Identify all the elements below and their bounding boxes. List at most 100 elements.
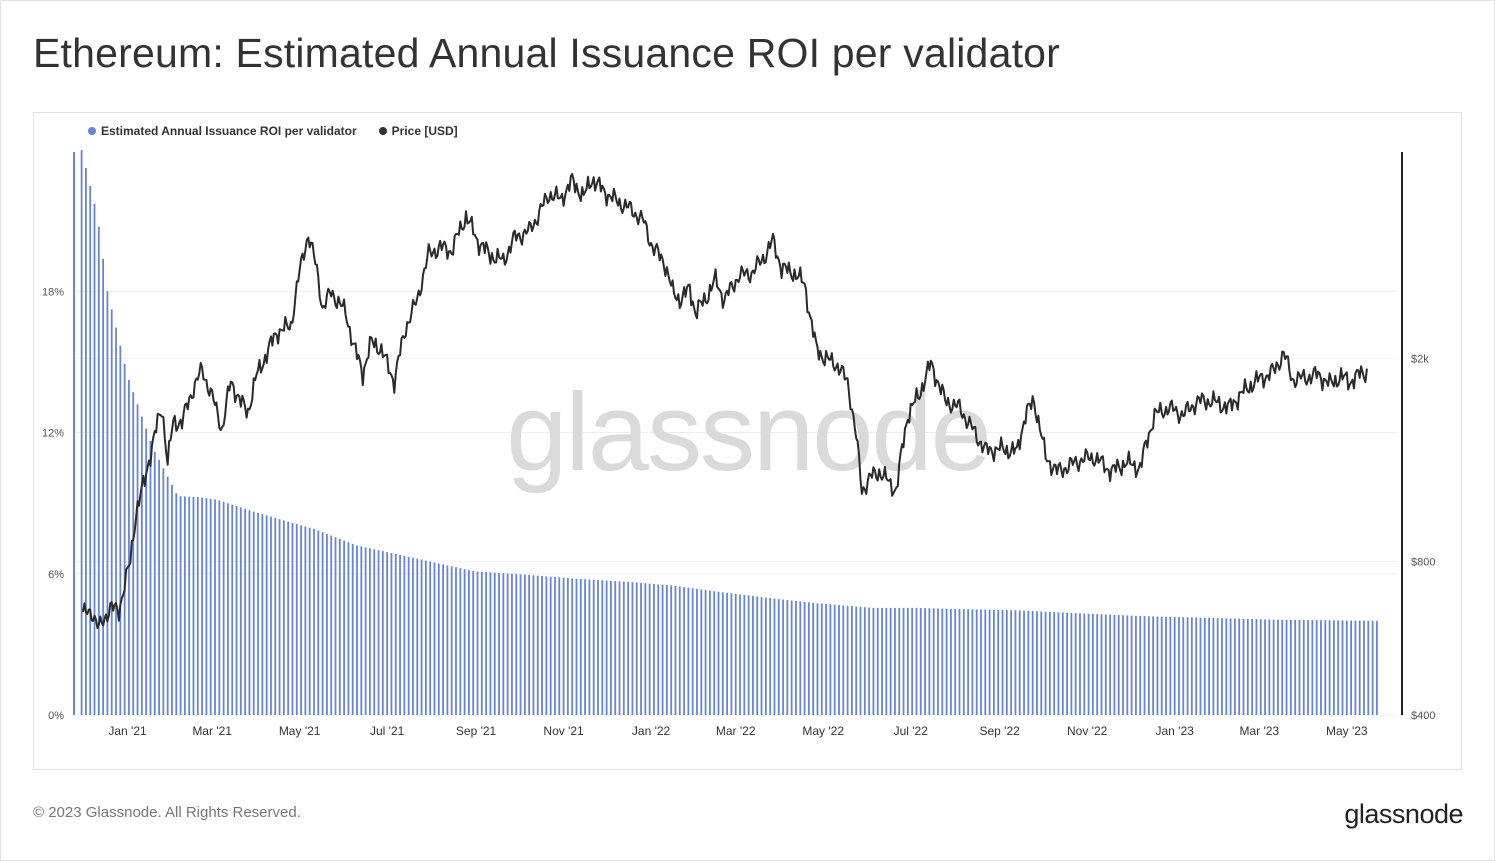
roi-bar <box>911 607 914 715</box>
roi-bar <box>1272 619 1275 715</box>
roi-bar <box>958 609 961 715</box>
roi-bar <box>1341 620 1344 715</box>
roi-bar <box>734 593 737 715</box>
roi-bar <box>171 484 173 715</box>
roi-bar <box>661 584 664 715</box>
roi-bar <box>842 605 845 715</box>
roi-bar <box>1087 613 1090 715</box>
roi-bar <box>820 603 823 715</box>
legend-item-price[interactable]: Price [USD] <box>378 124 458 138</box>
roi-bar <box>1018 610 1021 715</box>
roi-bar <box>782 599 784 715</box>
roi-bar <box>334 537 337 715</box>
roi-bar <box>1156 616 1159 715</box>
roi-bar <box>549 576 552 715</box>
roi-bar <box>412 557 414 715</box>
roi-bar <box>988 609 991 715</box>
roi-bar <box>1255 619 1258 715</box>
roi-bar <box>188 496 191 715</box>
roi-bar <box>739 594 741 715</box>
roi-bar <box>683 587 685 715</box>
x-tick-label: Nov '22 <box>1067 724 1108 738</box>
roi-bar <box>1376 620 1378 715</box>
roi-bar <box>885 607 888 715</box>
roi-bar <box>1268 619 1271 715</box>
roi-bar <box>278 519 281 715</box>
roi-bar <box>468 570 470 715</box>
roi-bar <box>1302 619 1305 715</box>
y-right-tick-label: $2k <box>1411 353 1429 365</box>
roi-bar <box>726 592 729 715</box>
roi-bar <box>571 578 574 715</box>
roi-bar <box>670 585 673 715</box>
roi-bar <box>764 597 767 715</box>
x-tick-label: May '23 <box>1326 724 1368 738</box>
roi-bar <box>777 599 780 715</box>
roi-bar <box>584 579 586 715</box>
roi-bar <box>708 590 711 715</box>
roi-bar <box>110 309 113 715</box>
roi-bar <box>906 607 909 715</box>
x-tick-label: Mar '22 <box>716 724 756 738</box>
roi-bar <box>472 571 475 715</box>
roi-bar <box>1285 619 1288 715</box>
roi-bar <box>106 291 109 715</box>
roi-bar <box>201 497 204 715</box>
roi-bar <box>1023 610 1025 715</box>
roi-bar <box>506 573 509 715</box>
roi-bar <box>919 608 922 715</box>
roi-bar <box>1225 618 1228 715</box>
x-tick-label: Nov '21 <box>543 724 584 738</box>
roi-bar <box>381 551 384 715</box>
roi-bar <box>610 580 612 715</box>
x-tick-label: Mar '23 <box>1239 724 1279 738</box>
roi-bar <box>80 150 83 715</box>
roi-bar <box>214 499 216 715</box>
roi-bar <box>1242 618 1245 715</box>
roi-bar <box>291 522 294 715</box>
roi-bar <box>1143 616 1146 715</box>
roi-bar <box>915 607 918 715</box>
roi-bar <box>562 577 565 715</box>
roi-bar <box>102 258 105 715</box>
roi-bar <box>1031 611 1034 715</box>
roi-bar <box>338 538 341 715</box>
roi-bar <box>287 521 290 715</box>
roi-bar <box>196 497 199 715</box>
roi-bar <box>85 167 87 715</box>
roi-bar <box>356 545 358 715</box>
roi-bar <box>644 583 647 715</box>
roi-bar <box>545 576 548 715</box>
roi-bar <box>459 568 462 715</box>
roi-bar <box>532 575 535 715</box>
y-right-tick-label: $400 <box>1411 710 1435 722</box>
roi-bar <box>1294 619 1297 715</box>
roi-bar <box>984 609 987 715</box>
roi-bar <box>386 552 389 715</box>
roi-bar <box>967 609 969 715</box>
roi-bar <box>1169 616 1172 715</box>
roi-bar <box>455 567 457 715</box>
roi-bar <box>928 608 931 715</box>
roi-bar <box>635 582 638 715</box>
roi-bar <box>325 533 328 715</box>
roi-bar <box>1040 611 1043 715</box>
x-tick-label: Sep '21 <box>456 724 497 738</box>
roi-bar <box>665 585 668 715</box>
roi-bar <box>343 540 346 715</box>
roi-bar <box>769 598 772 715</box>
roi-bar <box>390 553 393 715</box>
y-left-tick-label: 12% <box>42 428 64 440</box>
roi-bar <box>1345 620 1348 715</box>
x-tick-label: May '21 <box>279 724 321 738</box>
y-left-tick-label: 18% <box>42 286 64 298</box>
roi-bar <box>1139 615 1142 715</box>
roi-bar <box>493 572 496 715</box>
roi-bar <box>360 546 363 715</box>
roi-bar <box>93 203 96 715</box>
legend-dot-roi <box>88 127 96 135</box>
roi-bar <box>523 574 526 715</box>
roi-bar <box>605 580 608 715</box>
roi-bar <box>1238 618 1241 715</box>
legend-item-roi[interactable]: Estimated Annual Issuance ROI per valida… <box>88 124 357 138</box>
